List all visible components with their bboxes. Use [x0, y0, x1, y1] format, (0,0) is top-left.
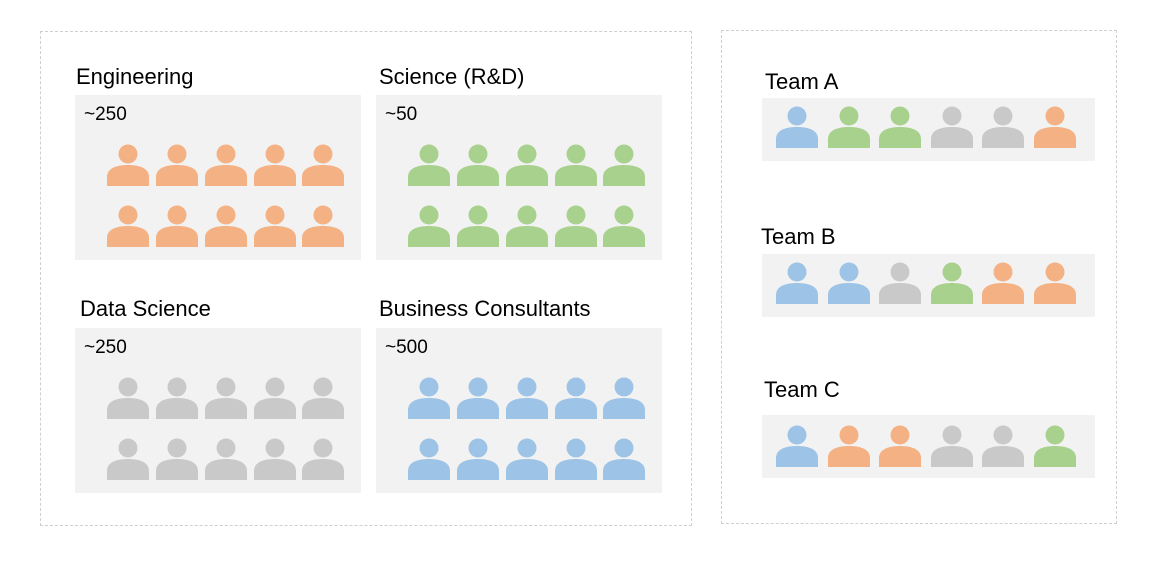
person-icon [205, 438, 247, 480]
person-icon [555, 205, 597, 247]
person-icon [1033, 106, 1076, 148]
department-count: ~500 [385, 337, 428, 358]
team-title-a: Team A [765, 69, 839, 94]
departments-frame [40, 31, 692, 526]
person-icon [156, 438, 198, 480]
person-icon [603, 438, 645, 480]
person-icon [555, 438, 597, 480]
person-icon [302, 205, 344, 247]
teams-frame [721, 30, 1117, 524]
department-count: ~250 [84, 337, 127, 358]
person-icon [603, 144, 645, 186]
person-icon [107, 438, 149, 480]
person-icon [603, 205, 645, 247]
person-icon [254, 144, 296, 186]
person-icon [205, 144, 247, 186]
person-icon [254, 205, 296, 247]
person-icon [930, 106, 973, 148]
person-icon [982, 425, 1024, 467]
person-icon [982, 106, 1024, 148]
department-count: ~250 [84, 104, 127, 125]
person-icon [156, 205, 198, 247]
person-icon [930, 262, 973, 304]
person-icon [205, 205, 247, 247]
person-icon [1033, 425, 1076, 467]
person-icon [205, 377, 247, 419]
team-title-c: Team C [764, 377, 840, 402]
department-title-science: Science (R&D) [379, 64, 525, 89]
person-icon [408, 144, 450, 186]
person-icon [457, 205, 499, 247]
person-icon [254, 438, 296, 480]
person-icon [457, 144, 499, 186]
person-icon [827, 262, 870, 304]
person-icon [879, 262, 921, 304]
person-icon [302, 144, 344, 186]
person-icon [156, 144, 198, 186]
team-panel-a [762, 98, 1095, 161]
department-title-business-consultants: Business Consultants [379, 296, 591, 321]
person-icon [156, 377, 198, 419]
person-icon [506, 144, 548, 186]
person-icon [107, 377, 149, 419]
team-panel-c [762, 415, 1095, 478]
team-panel-b [762, 254, 1095, 317]
person-icon [827, 106, 870, 148]
person-icon [107, 205, 149, 247]
person-icon [506, 438, 548, 480]
person-icon [302, 377, 344, 419]
person-icon [982, 262, 1024, 304]
person-icon [879, 106, 921, 148]
department-count: ~50 [385, 104, 418, 125]
person-icon [302, 438, 344, 480]
person-icon [555, 144, 597, 186]
person-icon [457, 377, 499, 419]
person-icon [457, 438, 499, 480]
person-icon [506, 377, 548, 419]
person-icon [107, 144, 149, 186]
person-icon [776, 425, 818, 467]
person-icon [408, 205, 450, 247]
person-icon [827, 425, 870, 467]
department-title-engineering: Engineering [76, 64, 194, 89]
person-icon [555, 377, 597, 419]
person-icon [506, 205, 548, 247]
person-icon [776, 106, 818, 148]
person-icon [603, 377, 645, 419]
person-icon [1033, 262, 1076, 304]
department-title-data-science: Data Science [80, 296, 211, 321]
person-icon [408, 377, 450, 419]
team-title-b: Team B [761, 224, 836, 249]
person-icon [879, 425, 921, 467]
person-icon [776, 262, 818, 304]
person-icon [408, 438, 450, 480]
person-icon [254, 377, 296, 419]
person-icon [930, 425, 973, 467]
